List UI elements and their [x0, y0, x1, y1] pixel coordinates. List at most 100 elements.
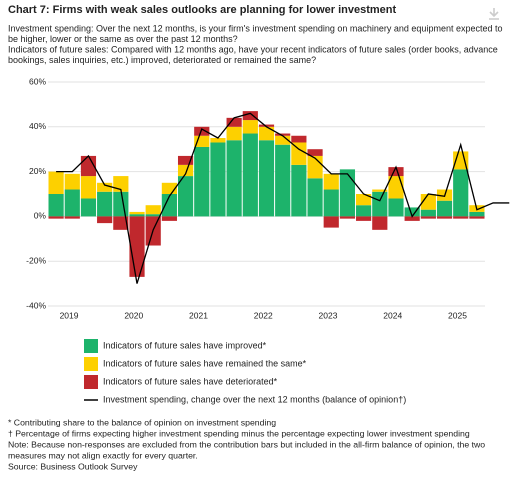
- subtitle: bookings, sales inquiries, etc.) improve…: [8, 55, 316, 65]
- bar-segment: [177, 176, 194, 217]
- bar-segment: [113, 191, 129, 217]
- bar-segment: [161, 216, 177, 221]
- bar-segment: [210, 138, 226, 143]
- y-tick-label: 20%: [29, 166, 46, 176]
- bar-segment: [404, 216, 420, 221]
- bar-segment: [339, 169, 356, 217]
- bar-segment: [275, 133, 291, 136]
- bar-segment: [356, 205, 372, 217]
- bar-segment: [436, 216, 453, 219]
- bar-segment: [97, 191, 113, 217]
- bar-segment: [80, 155, 97, 177]
- note: measures may not align exactly for every…: [8, 450, 198, 460]
- bar-segment: [194, 135, 210, 147]
- bar-segment: [291, 164, 307, 217]
- y-tick-label: 0%: [34, 211, 47, 221]
- legend-label: Indicators of future sales have improved…: [103, 340, 267, 350]
- legend-label: Investment spending, change over the nex…: [103, 394, 406, 404]
- bar-segment: [388, 176, 404, 199]
- bar-segment: [469, 216, 485, 219]
- chart-title: Chart 7: Firms with weak sales outlooks …: [8, 4, 396, 16]
- bar-segment: [194, 146, 210, 217]
- bar-segment: [48, 216, 64, 219]
- bar-segment: [356, 216, 372, 221]
- bar-segment: [129, 211, 145, 215]
- bar-segment: [177, 164, 194, 177]
- bar-segment: [453, 216, 469, 219]
- bar-segment: [242, 111, 258, 121]
- bar-segment: [258, 140, 275, 217]
- bar-segment: [291, 135, 307, 143]
- bar-segment: [145, 214, 161, 217]
- subtitle: Investment spending: Over the next 12 mo…: [8, 23, 503, 33]
- bar-segment: [129, 214, 145, 217]
- bar-segment: [356, 194, 372, 206]
- bar-segment: [258, 126, 275, 141]
- bar-segment: [194, 126, 210, 136]
- bar-segment: [97, 182, 113, 192]
- bar-segment: [258, 124, 275, 127]
- bar-segment: [242, 133, 258, 217]
- bar-segment: [307, 155, 323, 179]
- legend-swatch: [84, 339, 98, 353]
- legend-label: Indicators of future sales have deterior…: [103, 376, 278, 386]
- bar-segment: [80, 176, 97, 199]
- bar-segment: [226, 126, 242, 141]
- bar-segment: [64, 216, 80, 219]
- note: * Contributing share to the balance of o…: [8, 417, 276, 427]
- x-tick-label: 2024: [383, 310, 402, 320]
- bar-segment: [372, 191, 388, 217]
- download-icon[interactable]: [489, 8, 499, 20]
- bar-segment: [436, 200, 453, 217]
- x-tick-label: 2022: [254, 310, 273, 320]
- bar-segment: [177, 155, 194, 165]
- bar-segment: [275, 135, 291, 145]
- line-series: [56, 112, 510, 284]
- y-tick-label: 60%: [29, 76, 46, 86]
- bar-segment: [372, 216, 388, 230]
- x-tick-label: 2019: [60, 310, 79, 320]
- subtitle: be higher, lower or the same as over the…: [8, 34, 238, 44]
- bar-segment: [210, 142, 226, 217]
- note: Note: Because non-responses are excluded…: [8, 439, 485, 449]
- bar-segment: [339, 216, 356, 219]
- bar-segment: [372, 189, 388, 192]
- bar-segment: [80, 198, 97, 217]
- bar-segment: [307, 178, 323, 217]
- legend-label: Indicators of future sales have remained…: [103, 358, 307, 368]
- x-tick-label: 2025: [448, 310, 467, 320]
- x-tick-label: 2020: [124, 310, 143, 320]
- bar-segment: [64, 173, 80, 190]
- bar-segment: [404, 207, 420, 217]
- bar-segment: [420, 194, 436, 210]
- bar-segment: [420, 216, 436, 219]
- bar-segment: [388, 167, 404, 177]
- bar-segment: [323, 216, 339, 228]
- bar-segment: [145, 205, 161, 215]
- bar-segment: [113, 216, 129, 230]
- bar-segment: [323, 189, 339, 217]
- subtitle: Indicators of future sales: Compared wit…: [8, 44, 498, 54]
- bar-segment: [48, 194, 64, 217]
- bar-segment: [226, 140, 242, 217]
- bar-segment: [161, 194, 177, 217]
- y-tick-label: 40%: [29, 121, 46, 131]
- legend-swatch: [84, 375, 98, 389]
- bar-segment: [453, 169, 469, 217]
- bar-segment: [48, 171, 64, 194]
- note: Source: Business Outlook Survey: [8, 461, 138, 471]
- y-tick-label: -40%: [26, 300, 46, 310]
- bar-segment: [275, 144, 291, 217]
- bar-segment: [291, 142, 307, 165]
- legend-swatch: [84, 357, 98, 371]
- bar-segment: [323, 173, 339, 190]
- bar-segment: [161, 182, 177, 194]
- x-tick-label: 2023: [319, 310, 338, 320]
- bar-segment: [64, 189, 80, 217]
- bar-segment: [97, 216, 113, 224]
- bar-segment: [388, 198, 404, 217]
- bar-segment: [469, 211, 485, 217]
- bar-segment: [307, 149, 323, 156]
- bar-segment: [420, 209, 436, 217]
